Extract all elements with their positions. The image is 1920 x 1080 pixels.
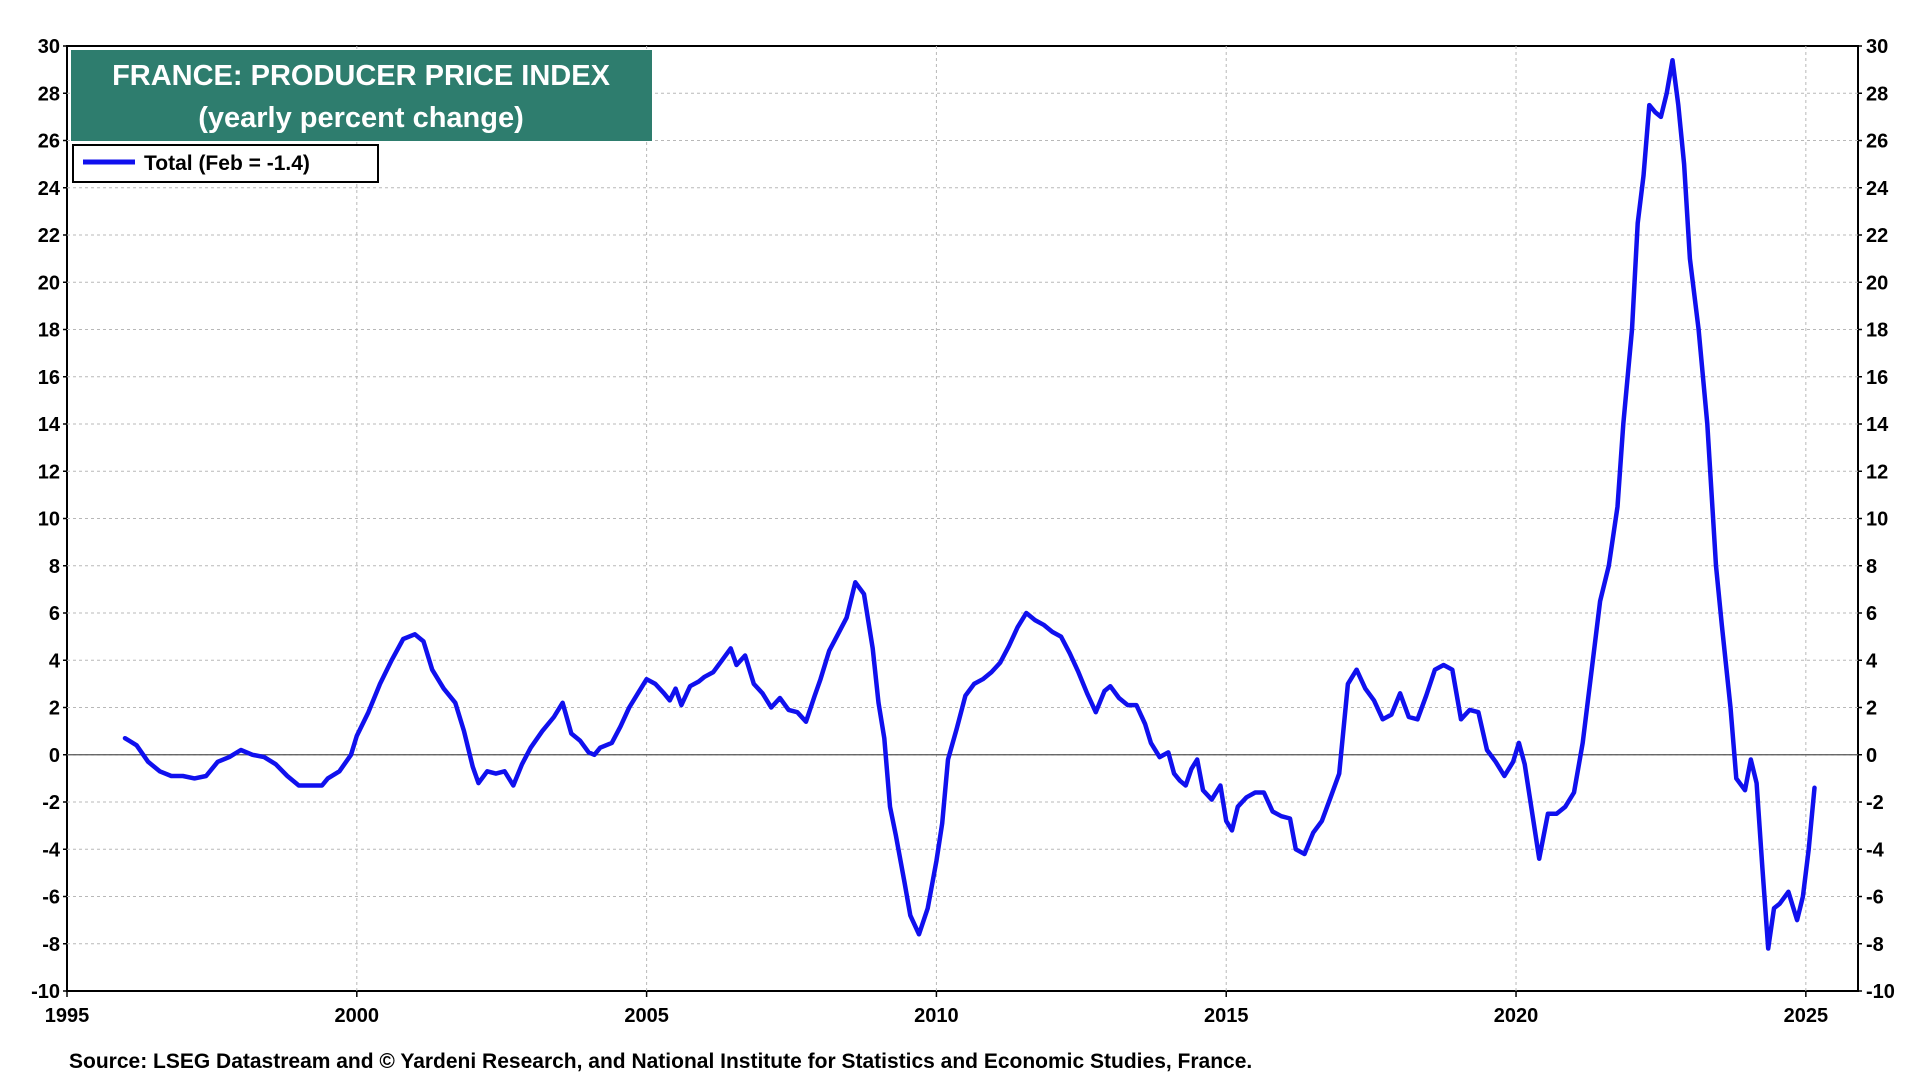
y-tick-label-right: 10 <box>1866 509 1888 531</box>
y-tick-label-left: -4 <box>42 839 61 861</box>
legend: Total (Feb = -1.4) <box>72 144 379 183</box>
x-tick-label: 2015 <box>1204 1005 1249 1027</box>
y-tick-label-right: 4 <box>1866 650 1878 672</box>
y-tick-label-right: -2 <box>1866 792 1884 814</box>
y-tick-label-left: -6 <box>42 887 60 909</box>
y-tick-label-right: 0 <box>1866 745 1877 767</box>
y-tick-label-right: 16 <box>1866 367 1888 389</box>
y-tick-label-right: -4 <box>1866 839 1885 861</box>
y-tick-label-left: 24 <box>38 178 61 200</box>
y-tick-label-left: 18 <box>38 320 60 342</box>
chart-title: FRANCE: PRODUCER PRICE INDEX <box>112 60 611 92</box>
y-tick-label-right: -10 <box>1866 981 1895 1003</box>
gridlines <box>67 46 1858 991</box>
x-axis-labels: 1995 2000 2005 2010 2015 2020 2025 <box>45 991 1828 1027</box>
y-tick-label-right: -6 <box>1866 887 1884 909</box>
x-tick-label: 1995 <box>45 1005 90 1027</box>
y-tick-label-right: 14 <box>1866 414 1889 436</box>
y-tick-label-left: 16 <box>38 367 60 389</box>
y-tick-label-left: -10 <box>31 981 60 1003</box>
x-tick-label: 2005 <box>624 1005 669 1027</box>
x-tick-label: 2010 <box>914 1005 959 1027</box>
y-tick-label-left: 20 <box>38 272 60 294</box>
y-tick-label-left: 22 <box>38 225 60 247</box>
y-tick-label-right: 28 <box>1866 83 1888 105</box>
y-tick-label-left: 30 <box>38 36 60 58</box>
chart-subtitle: (yearly percent change) <box>198 102 524 134</box>
series-points <box>124 60 1815 949</box>
y-tick-label-right: 8 <box>1866 556 1877 578</box>
y-tick-label-left: 0 <box>49 745 60 767</box>
y-tick-label-left: 26 <box>38 131 60 153</box>
y-tick-label-right: 18 <box>1866 320 1888 342</box>
y-tick-label-right: 12 <box>1866 461 1888 483</box>
y-tick-label-right: 2 <box>1866 698 1877 720</box>
y-tick-label-left: 6 <box>49 603 60 625</box>
y-tick-label-left: -8 <box>42 934 60 956</box>
y-tick-label-right: 6 <box>1866 603 1877 625</box>
y-tick-label-right: 26 <box>1866 131 1888 153</box>
x-tick-label: 2025 <box>1784 1005 1829 1027</box>
source-note: Source: LSEG Datastream and © Yardeni Re… <box>69 1050 1252 1073</box>
y-tick-label-right: 24 <box>1866 178 1889 200</box>
y-tick-label-left: 14 <box>38 414 61 436</box>
y-tick-label-right: 30 <box>1866 36 1888 58</box>
y-tick-label-right: -8 <box>1866 934 1884 956</box>
y-tick-label-left: 8 <box>49 556 60 578</box>
x-tick-label: 2020 <box>1494 1005 1539 1027</box>
y-tick-label-left: 12 <box>38 461 60 483</box>
title-box: FRANCE: PRODUCER PRICE INDEX (yearly per… <box>71 50 652 141</box>
x-tick-label: 2000 <box>335 1005 380 1027</box>
y-tick-label-right: 20 <box>1866 272 1888 294</box>
series-line-total <box>122 57 1817 951</box>
y-tick-label-right: 22 <box>1866 225 1888 247</box>
y-tick-label-left: 10 <box>38 509 60 531</box>
y-tick-label-left: 2 <box>49 698 60 720</box>
y-tick-label-left: 28 <box>38 83 60 105</box>
y-tick-label-left: -2 <box>42 792 60 814</box>
legend-label: Total (Feb = -1.4) <box>144 152 310 175</box>
y-tick-label-left: 4 <box>49 650 61 672</box>
